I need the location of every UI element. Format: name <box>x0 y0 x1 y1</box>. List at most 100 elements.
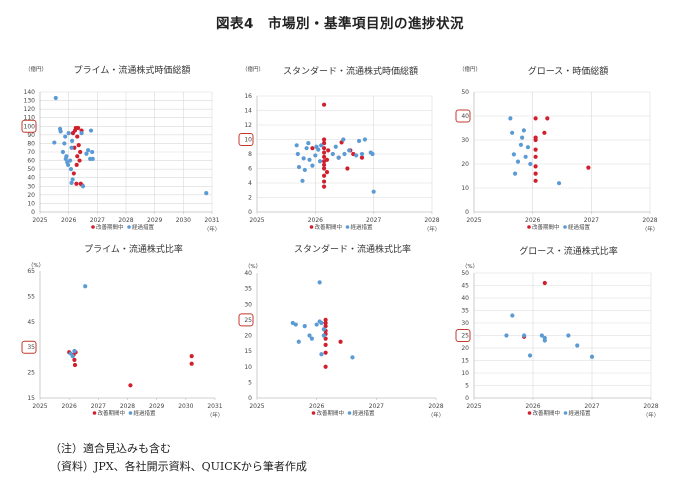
data-point-improving <box>76 125 81 131</box>
x-tick-label: 2031 <box>204 217 219 224</box>
data-point-improving <box>321 179 327 184</box>
data-point-transitional <box>68 167 74 172</box>
data-point-improving <box>545 116 550 121</box>
data-point-transitional <box>317 280 322 285</box>
legend-marker-transitional <box>563 225 567 229</box>
data-point-transitional <box>512 171 518 176</box>
data-point-improving <box>310 146 315 151</box>
x-tick-label: 2026 <box>62 403 77 410</box>
legend-marker-transitional <box>127 225 131 229</box>
data-point-transitional <box>347 148 352 153</box>
y-tick-label: 0 <box>31 209 35 216</box>
x-axis-unit: （年） <box>204 225 221 233</box>
y-tick-label: 100 <box>24 123 36 130</box>
data-point-transitional <box>319 143 324 148</box>
data-point-transitional <box>86 148 91 153</box>
chart-title: プライム・流通株式時価総額 <box>74 64 191 76</box>
chart-title: プライム・流通株式比率 <box>84 243 183 255</box>
data-point-improving <box>542 280 547 286</box>
y-tick-label: 30 <box>244 301 252 308</box>
data-point-improving <box>533 147 538 152</box>
y-tick-label: 40 <box>461 113 469 120</box>
data-point-improving <box>72 357 77 362</box>
y-tick-label: 10 <box>27 200 35 207</box>
data-point-improving <box>323 350 328 355</box>
data-point-transitional <box>522 333 527 338</box>
data-point-improving <box>323 317 328 322</box>
data-point-transitional <box>64 154 69 159</box>
y-tick-label: 5 <box>465 383 469 390</box>
data-point-transitional <box>359 151 365 157</box>
data-point-transitional <box>306 141 311 146</box>
data-point-improving <box>321 173 327 178</box>
data-point-improving <box>323 364 328 369</box>
data-point-improving <box>533 116 538 121</box>
x-tick-label: 2029 <box>147 217 162 224</box>
x-tick-label: 2025 <box>466 403 481 410</box>
legend-label-transitional: 経過措置 <box>134 409 157 417</box>
data-point-improving <box>321 150 327 155</box>
highlight-box <box>455 109 471 123</box>
data-point-transitional <box>84 151 89 156</box>
legend-label-improving: 改善期間中 <box>315 223 343 231</box>
x-tick-label: 2025 <box>249 403 264 410</box>
y-tick-label: 8 <box>248 151 252 158</box>
y-tick-label: 2 <box>248 195 252 202</box>
data-point-transitional <box>293 322 298 327</box>
data-point-transitional <box>508 116 513 121</box>
y-tick-label: 70 <box>27 149 35 156</box>
y-tick-label: 6 <box>248 166 252 173</box>
data-point-transitional <box>69 180 74 185</box>
y-tick-label: 120 <box>24 106 36 113</box>
data-point-transitional <box>90 156 95 161</box>
legend-marker-improving <box>527 411 532 415</box>
data-point-transitional <box>556 181 562 186</box>
y-tick-label: 10 <box>461 370 469 377</box>
data-point-improving <box>345 166 350 171</box>
y-tick-label: 40 <box>27 175 35 182</box>
data-point-transitional <box>204 191 209 196</box>
highlight-box <box>238 313 254 327</box>
data-point-improving <box>75 154 80 159</box>
x-tick-label: 2026 <box>525 403 540 410</box>
data-point-improving <box>189 361 194 366</box>
data-point-transitional <box>515 159 521 164</box>
legend-marker-transitional <box>347 411 352 415</box>
data-point-transitional <box>527 353 533 358</box>
x-axis-unit: （年） <box>428 411 445 419</box>
y-tick-label: 110 <box>24 115 36 122</box>
y-tick-label: 60 <box>27 158 35 165</box>
highlight-box <box>455 329 471 342</box>
data-point-transitional <box>330 151 335 157</box>
x-tick-label: 2030 <box>178 403 193 410</box>
data-point-improving <box>338 339 343 344</box>
legend-label-improving: 改善期間中 <box>98 409 126 417</box>
legend-label-transitional: 経過措置 <box>569 409 592 417</box>
data-point-transitional <box>362 137 368 142</box>
data-point-transitional <box>319 352 324 357</box>
data-point-transitional <box>72 348 77 354</box>
data-point-transitional <box>296 339 301 344</box>
x-tick-label: 2027 <box>584 403 599 410</box>
data-point-improving <box>323 324 328 329</box>
data-point-transitional <box>52 140 57 145</box>
data-point-transitional <box>70 177 75 182</box>
data-point-transitional <box>302 167 307 173</box>
footnote-source: （資料）JPX、各社開示資料、QUICKから筆者作成 <box>50 460 307 473</box>
data-point-transitional <box>62 141 67 146</box>
legend-label-improving: 改善期間中 <box>532 223 560 231</box>
y-tick-label: 12 <box>244 122 252 129</box>
y-tick-label: 50 <box>461 270 469 277</box>
data-point-improving <box>74 181 79 186</box>
y-tick-label: 140 <box>24 89 36 96</box>
x-tick-label: 2026 <box>61 217 76 224</box>
data-point-transitional <box>333 144 338 149</box>
x-tick-label: 2028 <box>428 403 443 410</box>
data-point-transitional <box>336 155 341 160</box>
data-point-transitional <box>307 157 312 162</box>
chart-title: グロース・流通株式比率 <box>519 245 618 257</box>
legend-marker-improving <box>309 225 314 229</box>
y-tick-label: 25 <box>244 317 252 324</box>
data-point-transitional <box>53 95 58 101</box>
data-point-transitional <box>521 128 526 133</box>
